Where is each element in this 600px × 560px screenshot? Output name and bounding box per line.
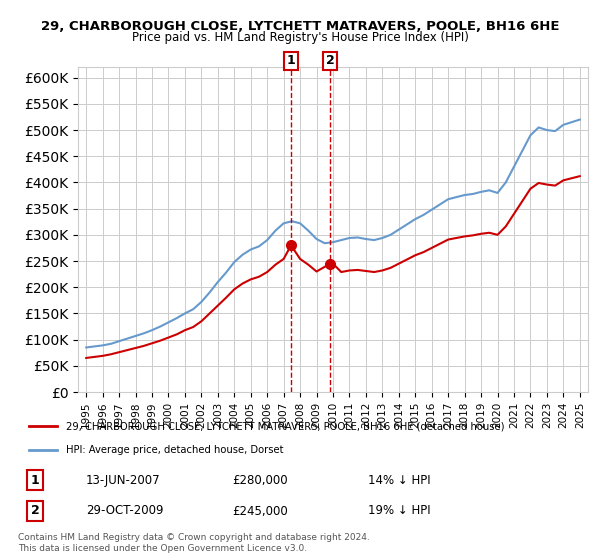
Text: £245,000: £245,000	[232, 505, 288, 517]
Text: 1: 1	[287, 54, 295, 67]
Text: 13-JUN-2007: 13-JUN-2007	[86, 474, 160, 487]
Text: 29, CHARBOROUGH CLOSE, LYTCHETT MATRAVERS, POOLE, BH16 6HE (detached house): 29, CHARBOROUGH CLOSE, LYTCHETT MATRAVER…	[66, 421, 505, 431]
Text: 29-OCT-2009: 29-OCT-2009	[86, 505, 163, 517]
Text: £280,000: £280,000	[232, 474, 288, 487]
Text: 19% ↓ HPI: 19% ↓ HPI	[368, 505, 430, 517]
Text: 29, CHARBOROUGH CLOSE, LYTCHETT MATRAVERS, POOLE, BH16 6HE: 29, CHARBOROUGH CLOSE, LYTCHETT MATRAVER…	[41, 20, 559, 32]
Text: 14% ↓ HPI: 14% ↓ HPI	[368, 474, 430, 487]
Text: HPI: Average price, detached house, Dorset: HPI: Average price, detached house, Dors…	[66, 445, 283, 455]
Text: Price paid vs. HM Land Registry's House Price Index (HPI): Price paid vs. HM Land Registry's House …	[131, 31, 469, 44]
Text: 2: 2	[31, 505, 39, 517]
Text: 2: 2	[326, 54, 335, 67]
Text: Contains HM Land Registry data © Crown copyright and database right 2024.
This d: Contains HM Land Registry data © Crown c…	[18, 533, 370, 553]
Text: 1: 1	[31, 474, 39, 487]
